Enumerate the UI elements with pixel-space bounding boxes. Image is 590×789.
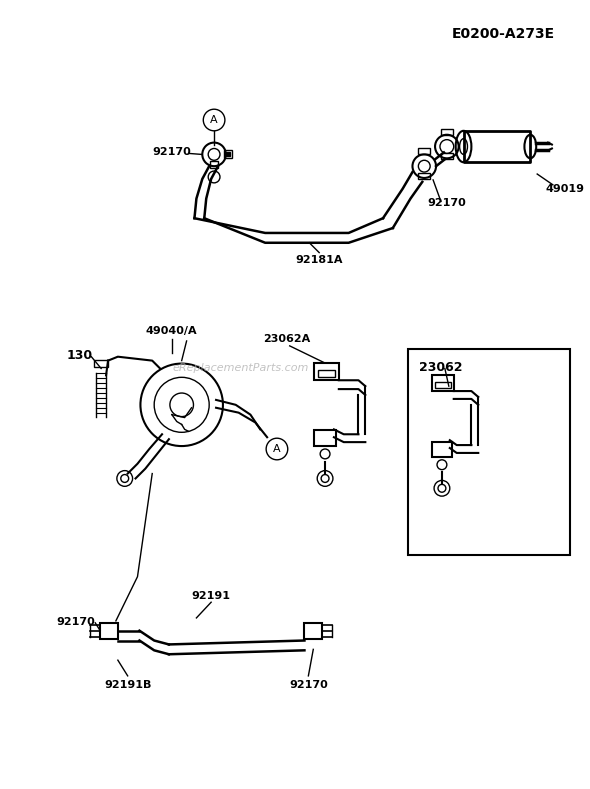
Text: 49040/A: 49040/A (145, 326, 197, 336)
Bar (304, 623, 322, 638)
Bar (210, 161, 218, 168)
Bar (432, 376, 454, 391)
Bar (432, 442, 452, 457)
Text: 92181A: 92181A (296, 256, 343, 265)
Text: 92191: 92191 (192, 591, 231, 601)
Text: 92170: 92170 (152, 148, 191, 158)
Bar (314, 430, 336, 446)
Bar (94, 360, 108, 367)
Text: 92170: 92170 (56, 617, 95, 626)
Text: 49019: 49019 (545, 184, 584, 194)
Text: A: A (210, 115, 218, 125)
Text: 23062: 23062 (419, 361, 463, 374)
Text: 92170: 92170 (427, 199, 466, 208)
Bar (314, 363, 339, 380)
Bar (441, 129, 453, 135)
Bar (408, 349, 569, 555)
Bar (318, 371, 335, 377)
Text: 92170: 92170 (289, 679, 328, 690)
Bar (418, 148, 430, 155)
Bar (100, 623, 118, 638)
Text: eReplacementParts.com: eReplacementParts.com (172, 364, 309, 373)
Bar (435, 382, 451, 388)
Text: E0200-A273E: E0200-A273E (452, 27, 555, 41)
Text: A: A (273, 444, 281, 454)
Bar (418, 173, 430, 179)
Text: 23062A: 23062A (263, 334, 310, 344)
Text: 92191B: 92191B (104, 679, 152, 690)
Bar (226, 152, 230, 156)
Bar (224, 151, 232, 159)
Text: 130: 130 (67, 350, 93, 362)
Bar (441, 153, 453, 159)
Bar (464, 131, 530, 163)
